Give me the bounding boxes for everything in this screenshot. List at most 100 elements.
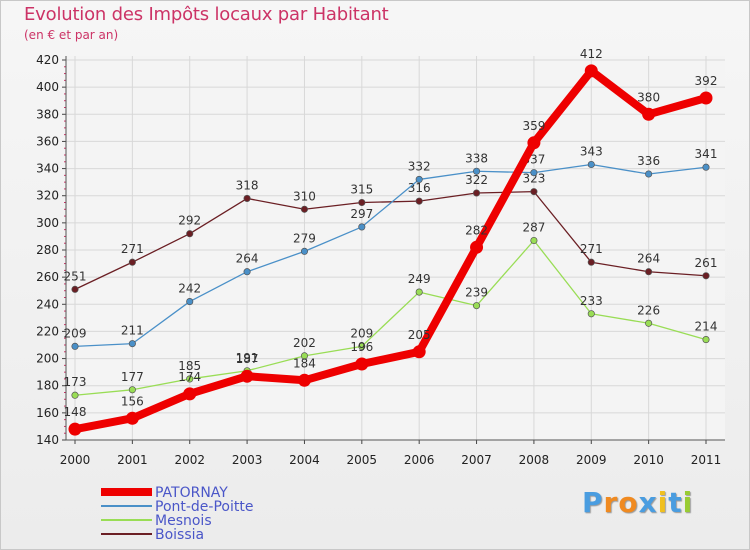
- data-label: 196: [350, 340, 373, 354]
- data-point: [645, 319, 653, 327]
- data-label: 251: [64, 269, 87, 283]
- data-label: 264: [637, 252, 660, 266]
- y-tick-label: 420: [36, 53, 59, 67]
- data-label: 336: [637, 154, 660, 168]
- data-point: [530, 188, 538, 196]
- data-label: 279: [293, 231, 316, 245]
- legend-item: Pont-de-Poitte: [101, 499, 253, 515]
- data-label: 322: [465, 173, 488, 187]
- x-tick-label: 2001: [117, 453, 148, 467]
- data-point: [297, 373, 311, 387]
- y-tick-label: 360: [36, 134, 59, 148]
- x-tick-label: 2007: [461, 453, 492, 467]
- data-point: [472, 302, 481, 310]
- data-point: [243, 268, 251, 276]
- data-label: 205: [408, 328, 431, 342]
- data-label: 209: [64, 326, 87, 340]
- y-tick-label: 300: [36, 216, 59, 230]
- logo-letter: t: [668, 486, 683, 519]
- data-point: [240, 369, 254, 383]
- data-point: [472, 189, 481, 197]
- data-label: 332: [408, 159, 431, 173]
- data-point: [300, 352, 309, 360]
- data-label: 341: [695, 147, 718, 161]
- logo-letter: i: [657, 486, 669, 519]
- data-point: [300, 247, 309, 255]
- data-label: 287: [522, 221, 545, 235]
- y-tick-label: 240: [36, 297, 59, 311]
- data-label: 177: [121, 370, 144, 384]
- y-tick-label: 140: [36, 433, 59, 447]
- data-label: 202: [293, 336, 316, 350]
- y-tick-label: 260: [36, 270, 59, 284]
- y-tick-label: 280: [36, 243, 59, 257]
- data-point: [358, 342, 366, 350]
- legend-label: Mesnois: [155, 513, 212, 529]
- data-point: [415, 197, 423, 205]
- data-label: 233: [580, 294, 603, 308]
- data-label: 264: [236, 252, 259, 266]
- data-label: 338: [465, 151, 488, 165]
- x-tick-label: 2005: [347, 453, 378, 467]
- data-label: 359: [522, 119, 545, 133]
- data-point: [358, 223, 366, 231]
- data-point: [587, 258, 595, 266]
- legend-label: Pont-de-Poitte: [155, 499, 253, 515]
- data-point: [699, 91, 713, 105]
- data-label: 316: [408, 181, 431, 195]
- y-tick-label: 220: [36, 324, 59, 338]
- data-point: [71, 342, 79, 350]
- data-label: 174: [178, 370, 201, 384]
- logo-letter: i: [682, 486, 694, 519]
- data-label: 209: [350, 326, 373, 340]
- data-label: 310: [293, 189, 316, 203]
- data-point: [355, 357, 369, 371]
- y-tick-label: 340: [36, 162, 59, 176]
- data-label: 249: [408, 272, 431, 286]
- legend-item: Mesnois: [101, 513, 212, 529]
- data-point: [358, 198, 366, 207]
- data-point: [412, 345, 426, 359]
- data-label: 282: [465, 223, 488, 237]
- data-label: 271: [121, 242, 144, 256]
- data-label: 380: [637, 90, 660, 104]
- series-line: [74, 163, 707, 348]
- logo-letter: P: [582, 486, 604, 519]
- legend-item: PATORNAY: [101, 485, 228, 501]
- data-label: 297: [350, 207, 373, 221]
- data-point: [128, 386, 136, 394]
- data-point: [584, 64, 598, 78]
- data-point: [642, 107, 656, 121]
- series-boissia: 251 271 292 318 310 315 316 322 323 271 264 261: [64, 172, 717, 293]
- logo-letter: o: [618, 486, 639, 519]
- data-point: [587, 310, 595, 318]
- data-label: 242: [178, 282, 201, 296]
- data-point: [183, 387, 197, 401]
- data-label: 187: [236, 352, 259, 366]
- x-tick-label: 2004: [289, 453, 320, 467]
- data-point: [530, 169, 538, 177]
- data-point: [128, 258, 136, 266]
- x-tick-label: 2002: [174, 453, 205, 467]
- data-point: [243, 194, 251, 202]
- y-tick-label: 160: [36, 406, 59, 420]
- legend-label: Boissia: [155, 527, 204, 543]
- proxiti-logo: Proxiti: [582, 486, 693, 519]
- data-point: [300, 205, 309, 213]
- y-tick-label: 180: [36, 379, 59, 393]
- data-point: [186, 375, 194, 383]
- legend-item: Boissia: [101, 527, 204, 543]
- data-label: 323: [522, 172, 545, 186]
- x-tick-label: 2011: [691, 453, 722, 467]
- legend-label: PATORNAY: [155, 485, 228, 501]
- data-point: [68, 422, 82, 436]
- data-label: 239: [465, 286, 488, 300]
- data-point: [645, 268, 653, 276]
- x-tick-label: 2006: [404, 453, 435, 467]
- data-label: 173: [64, 375, 87, 389]
- data-point: [186, 230, 194, 238]
- data-point: [587, 160, 595, 169]
- chart-title: Evolution des Impôts locaux par Habitant: [24, 4, 389, 25]
- y-tick-label: 200: [36, 352, 59, 366]
